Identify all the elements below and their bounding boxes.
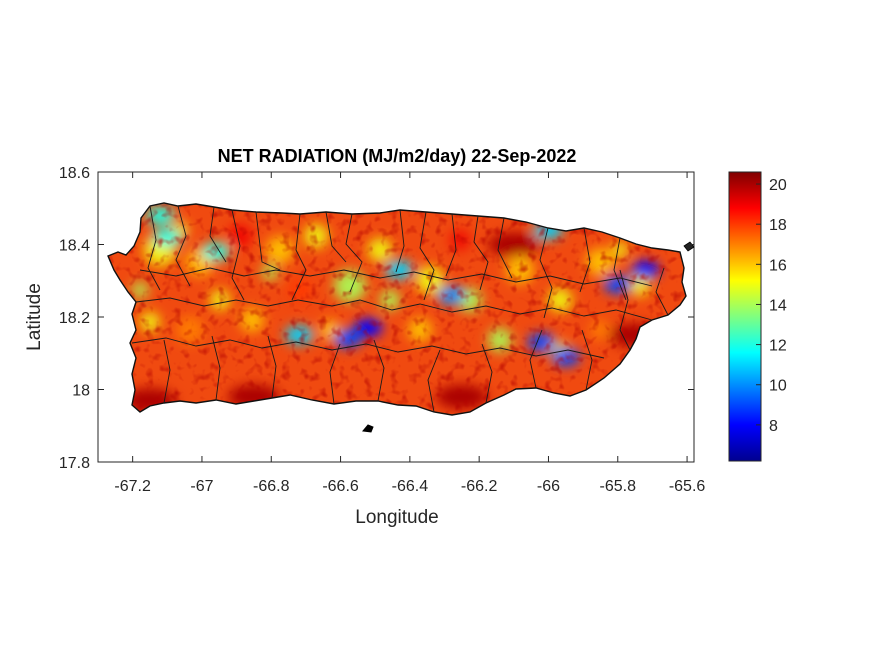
municipal-boundary xyxy=(135,297,299,307)
colorbar-tick-label: 20 xyxy=(769,177,787,194)
colorbar-tick-label: 16 xyxy=(769,257,787,274)
colorbar-tick-label: 18 xyxy=(769,217,787,234)
y-tick-label: 18 xyxy=(72,383,90,400)
municipal-boundary xyxy=(529,329,543,389)
x-tick-label: -66.4 xyxy=(392,478,429,495)
municipal-boundary xyxy=(329,343,341,405)
municipal-boundary xyxy=(473,215,489,291)
y-tick-label: 18.2 xyxy=(59,310,90,327)
municipal-boundary xyxy=(231,209,245,301)
x-tick-label: -67.2 xyxy=(114,478,151,495)
municipal-boundary xyxy=(427,349,441,413)
municipal-boundary xyxy=(345,213,363,293)
y-tick-label: 17.8 xyxy=(59,455,90,472)
y-tick-label: 18.4 xyxy=(59,238,90,255)
colorbar-tick-label: 8 xyxy=(769,418,778,435)
municipal-boundary xyxy=(295,341,605,359)
municipal-boundary xyxy=(581,329,593,391)
municipal-boundary xyxy=(139,267,653,287)
colorbar-tick-label: 12 xyxy=(769,338,787,355)
municipal-boundary xyxy=(539,227,553,319)
municipal-boundary xyxy=(175,205,191,287)
municipal-boundary xyxy=(131,337,297,349)
x-tick-label: -66.6 xyxy=(322,478,359,495)
municipal-boundary xyxy=(209,206,227,263)
x-tick-label: -66 xyxy=(537,478,560,495)
municipal-boundary xyxy=(297,299,653,321)
municipal-boundary xyxy=(325,211,347,263)
municipal-boundary xyxy=(613,237,627,301)
colorbar-tick-label: 10 xyxy=(769,378,787,395)
municipal-boundary xyxy=(163,339,171,404)
x-axis-label: Longitude xyxy=(355,507,438,528)
municipal-boundaries xyxy=(131,205,669,413)
municipal-boundary xyxy=(267,335,277,399)
x-tick-label: -67 xyxy=(190,478,213,495)
municipal-boundary xyxy=(497,217,513,279)
x-tick-label: -66.2 xyxy=(461,478,498,495)
municipal-boundary xyxy=(655,267,669,316)
municipal-boundary xyxy=(211,335,221,401)
municipal-boundary xyxy=(445,213,457,277)
x-axis-ticks: -67.2 -67 -66.8 -66.6 -66.4 -66.2 -66 -65.8 -65.… xyxy=(114,172,705,495)
y-tick-label: 18.6 xyxy=(59,165,90,182)
x-tick-label: -65.6 xyxy=(669,478,706,495)
colorbar-ticks: 8 10 12 14 16 18 20 xyxy=(756,177,787,435)
chart-title: NET RADIATION (MJ/m2/day) 22-Sep-2022 xyxy=(218,146,577,166)
colorbar xyxy=(728,171,762,462)
municipal-boundary xyxy=(419,211,435,301)
municipal-boundary xyxy=(147,205,161,291)
municipal-boundary xyxy=(373,339,385,402)
municipal-boundary xyxy=(255,211,281,271)
x-tick-label: -65.8 xyxy=(600,478,637,495)
colorbar-tick-label: 14 xyxy=(769,297,787,314)
municipal-boundary xyxy=(481,343,493,404)
y-axis-label: Latitude xyxy=(24,283,45,351)
municipal-boundary xyxy=(395,209,405,273)
municipal-boundary xyxy=(579,227,591,293)
island-coastline xyxy=(107,202,687,416)
x-tick-label: -66.8 xyxy=(253,478,290,495)
y-axis-ticks: 17.8 18 18.2 18.4 18.6 xyxy=(59,165,694,472)
municipal-boundary xyxy=(291,213,307,301)
caja-de-muertos-island xyxy=(362,424,374,433)
municipal-boundary xyxy=(619,269,631,351)
